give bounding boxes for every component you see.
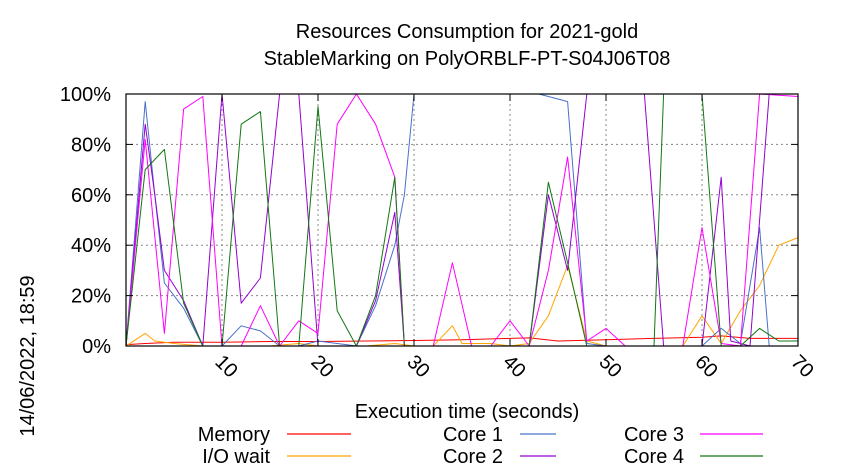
x-tick-label: 30 [402,351,433,382]
x-tick-label: 60 [690,351,721,382]
y-tick-label: 100% [60,84,111,106]
series-line-memory [125,335,798,346]
timestamp-label: 14/06/2022, 18:59 [17,275,39,436]
legend-label: Memory [198,424,270,446]
series-lines [125,93,799,347]
x-tick-label: 20 [306,351,337,382]
y-tick-label: 20% [71,286,111,308]
legend-label: Core 1 [443,424,503,446]
legend-label: Core 2 [443,446,503,468]
x-tick-label: 50 [594,351,625,382]
x-tick-label: 40 [498,351,529,382]
series-line-core-3 [125,93,799,347]
plot-frame [125,93,799,347]
chart-title: Resources Consumption for 2021-gold [296,21,638,43]
y-tick-label: 40% [71,235,111,257]
x-tick-label: 10 [210,351,241,382]
chart-subtitle: StableMarking on PolyORBLF-PT-S04J06T08 [264,48,671,70]
legend-label: Core 4 [624,446,684,468]
series-line-core-1 [125,93,798,347]
y-tick-label: 60% [71,185,111,207]
legend-label: I/O wait [202,446,270,468]
x-axis-label: Execution time (seconds) [355,401,580,423]
series-line-core-2 [125,93,798,347]
legend-label: Core 3 [624,424,684,446]
y-tick-label: 0% [82,336,111,358]
grid [126,94,798,346]
series-line-core-4 [125,93,798,347]
x-tick-label: 70 [786,351,817,382]
y-tick-label: 80% [71,134,111,156]
